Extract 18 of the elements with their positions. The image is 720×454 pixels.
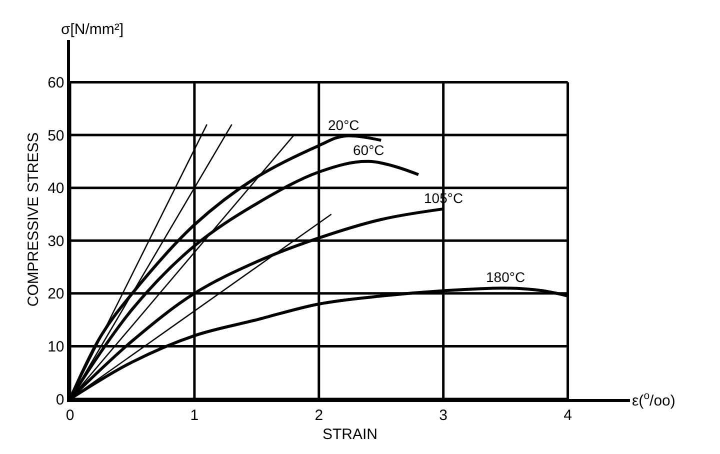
series-label: 180°C xyxy=(486,269,526,285)
x-tick-label: 1 xyxy=(190,406,199,424)
x-tick-label: 2 xyxy=(314,406,324,424)
y-tick-label: 60 xyxy=(48,74,64,92)
x-tick-label: 3 xyxy=(439,406,448,424)
series-label: 20°C xyxy=(328,117,360,133)
y-tick-label: 40 xyxy=(48,180,64,198)
series-label: 60°C xyxy=(353,142,384,158)
x-tick-label: 4 xyxy=(564,406,572,424)
y-tick-label: 50 xyxy=(48,127,64,144)
x-axis-title: STRAIN xyxy=(322,426,378,443)
text: σ[N/mm²] xyxy=(61,21,124,38)
y-tick-label: 20 xyxy=(48,286,64,303)
y-axis-title: COMPRESSIVE STRESS xyxy=(24,132,42,307)
y-tick-label: 10 xyxy=(48,338,64,356)
y-tick-label: 30 xyxy=(48,232,64,250)
y-tick-label: 0 xyxy=(56,391,64,408)
text: ε($^{o}$/oo) xyxy=(632,390,676,410)
